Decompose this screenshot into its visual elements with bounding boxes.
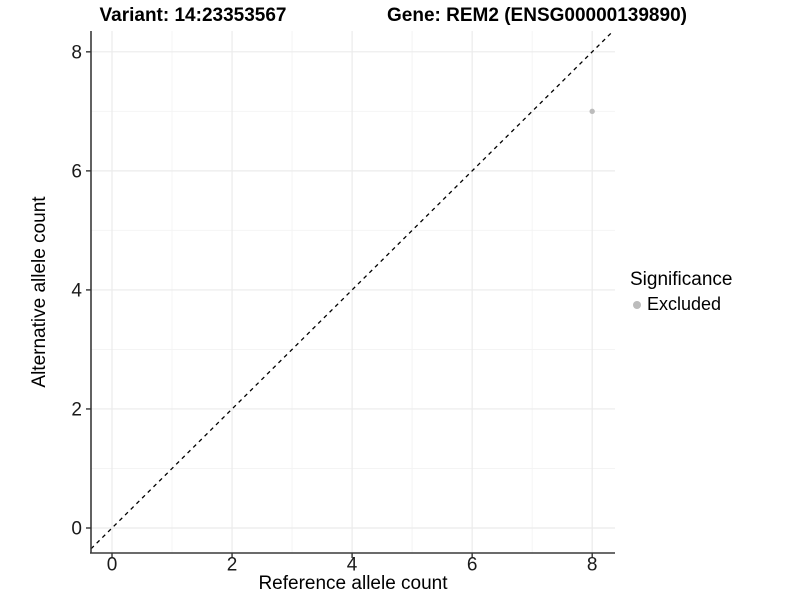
x-tick-label: 8 — [587, 555, 598, 576]
legend-title: Significance — [630, 269, 733, 290]
x-tick-label: 0 — [107, 555, 118, 576]
x-tick-label: 2 — [227, 555, 238, 576]
y-tick-label: 0 — [71, 519, 82, 540]
x-tick-label: 4 — [347, 555, 358, 576]
y-tick-label: 8 — [71, 42, 82, 63]
x-axis-title: Reference allele count — [258, 573, 448, 594]
y-tick-label: 2 — [71, 399, 82, 420]
gene-title: Gene: REM2 (ENSG00000139890) — [387, 5, 687, 26]
variant-title: Variant: 14:23353567 — [99, 5, 287, 26]
y-tick-label: 4 — [71, 280, 82, 301]
legend-point-swatch — [633, 300, 641, 309]
legend-item-label: Excluded — [647, 294, 722, 314]
x-tick-label: 6 — [467, 555, 478, 576]
legend: Significance Excluded — [630, 269, 732, 315]
identity-line — [90, 30, 614, 550]
legend-item-excluded: Excluded — [630, 294, 732, 315]
y-tick-label: 6 — [71, 161, 82, 182]
data-point — [589, 108, 595, 115]
